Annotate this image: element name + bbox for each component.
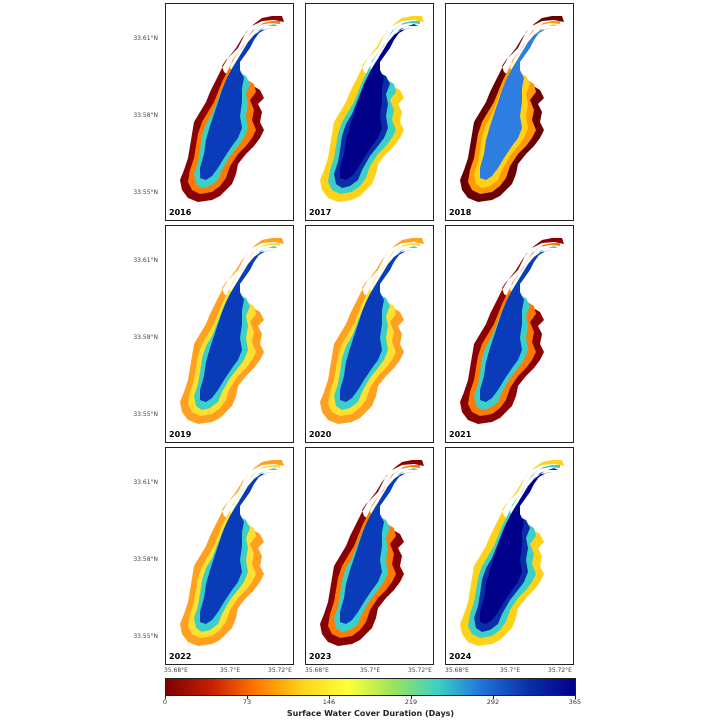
colorbar-tick-mark (411, 696, 412, 699)
map-panel-2021: 2021 (445, 225, 574, 443)
map-panel-2019: 2019 (165, 225, 294, 443)
colorbar-tick-mark (575, 696, 576, 699)
year-label: 2021 (449, 430, 472, 439)
map-panel-2016: 2016 (165, 3, 294, 221)
lat-label-row2-1: 33.61°N (133, 257, 158, 264)
colorbar-tick-label: 365 (568, 698, 582, 706)
colorbar-tick-mark (247, 696, 248, 699)
lon-label-col2-3: 35.72°E (408, 667, 432, 674)
map-panel-2017: 2017 (305, 3, 434, 221)
water-duration-zone-4 (200, 472, 274, 624)
year-label: 2024 (449, 652, 472, 661)
lake-map-2021 (460, 238, 564, 424)
year-label: 2016 (169, 208, 192, 217)
map-panel-2023: 2023 (305, 447, 434, 665)
lat-label-row2-2: 33.58°N (133, 334, 158, 341)
water-duration-zone-4 (480, 472, 554, 624)
map-panel-2024: 2024 (445, 447, 574, 665)
colorbar-tick-mark (493, 696, 494, 699)
lon-label-col1-1: 35.68°E (164, 667, 188, 674)
colorbar-tick-label: 219 (404, 698, 418, 706)
lake-map-2017 (320, 16, 424, 202)
map-panel-2018: 2018 (445, 3, 574, 221)
lon-label-col2-2: 35.7°E (360, 667, 381, 674)
year-label: 2023 (309, 652, 332, 661)
year-label: 2020 (309, 430, 332, 439)
lon-label-col3-3: 35.72°E (548, 667, 572, 674)
year-label: 2019 (169, 430, 192, 439)
lat-label-row2-3: 33.55°N (133, 411, 158, 418)
lat-label-row1-1: 33.61°N (133, 35, 158, 42)
lon-label-col1-3: 35.72°E (268, 667, 292, 674)
colorbar-tick-mark (165, 696, 166, 699)
year-label: 2017 (309, 208, 332, 217)
lake-map-2016 (180, 16, 284, 202)
lake-map-2024 (460, 460, 564, 646)
water-duration-zone-4 (480, 250, 554, 402)
lake-map-2020 (320, 238, 424, 424)
colorbar-title: Surface Water Cover Duration (Days) (286, 709, 455, 718)
lat-label-row3-2: 33.58°N (133, 556, 158, 563)
lon-label-col1-2: 35.7°E (220, 667, 241, 674)
lat-label-row1-3: 33.55°N (133, 189, 158, 196)
year-label: 2018 (449, 208, 472, 217)
colorbar (165, 678, 576, 696)
lat-label-row3-3: 33.55°N (133, 633, 158, 640)
map-panel-2020: 2020 (305, 225, 434, 443)
water-duration-zone-4 (200, 28, 274, 180)
lake-map-2022 (180, 460, 284, 646)
colorbar-tick-label: 146 (322, 698, 336, 706)
water-duration-zone-4 (340, 472, 414, 624)
lat-label-row3-1: 33.61°N (133, 479, 158, 486)
lake-map-2018 (460, 16, 564, 202)
water-duration-zone-4 (480, 28, 554, 180)
lat-label-row1-2: 33.58°N (133, 112, 158, 119)
colorbar-tick-mark (329, 696, 330, 699)
lon-label-col2-1: 35.68°E (305, 667, 329, 674)
colorbar-tick-label: 292 (486, 698, 500, 706)
lake-map-2019 (180, 238, 284, 424)
water-duration-zone-4 (200, 250, 274, 402)
water-duration-zone-4 (340, 28, 414, 180)
lake-map-2023 (320, 460, 424, 646)
colorbar-tick-label: 73 (242, 698, 252, 706)
lon-label-col3-2: 35.7°E (500, 667, 521, 674)
water-duration-zone-4 (340, 250, 414, 402)
year-label: 2022 (169, 652, 192, 661)
lon-label-col3-1: 35.68°E (445, 667, 469, 674)
map-panel-2022: 2022 (165, 447, 294, 665)
colorbar-tick-label: 0 (162, 698, 168, 706)
